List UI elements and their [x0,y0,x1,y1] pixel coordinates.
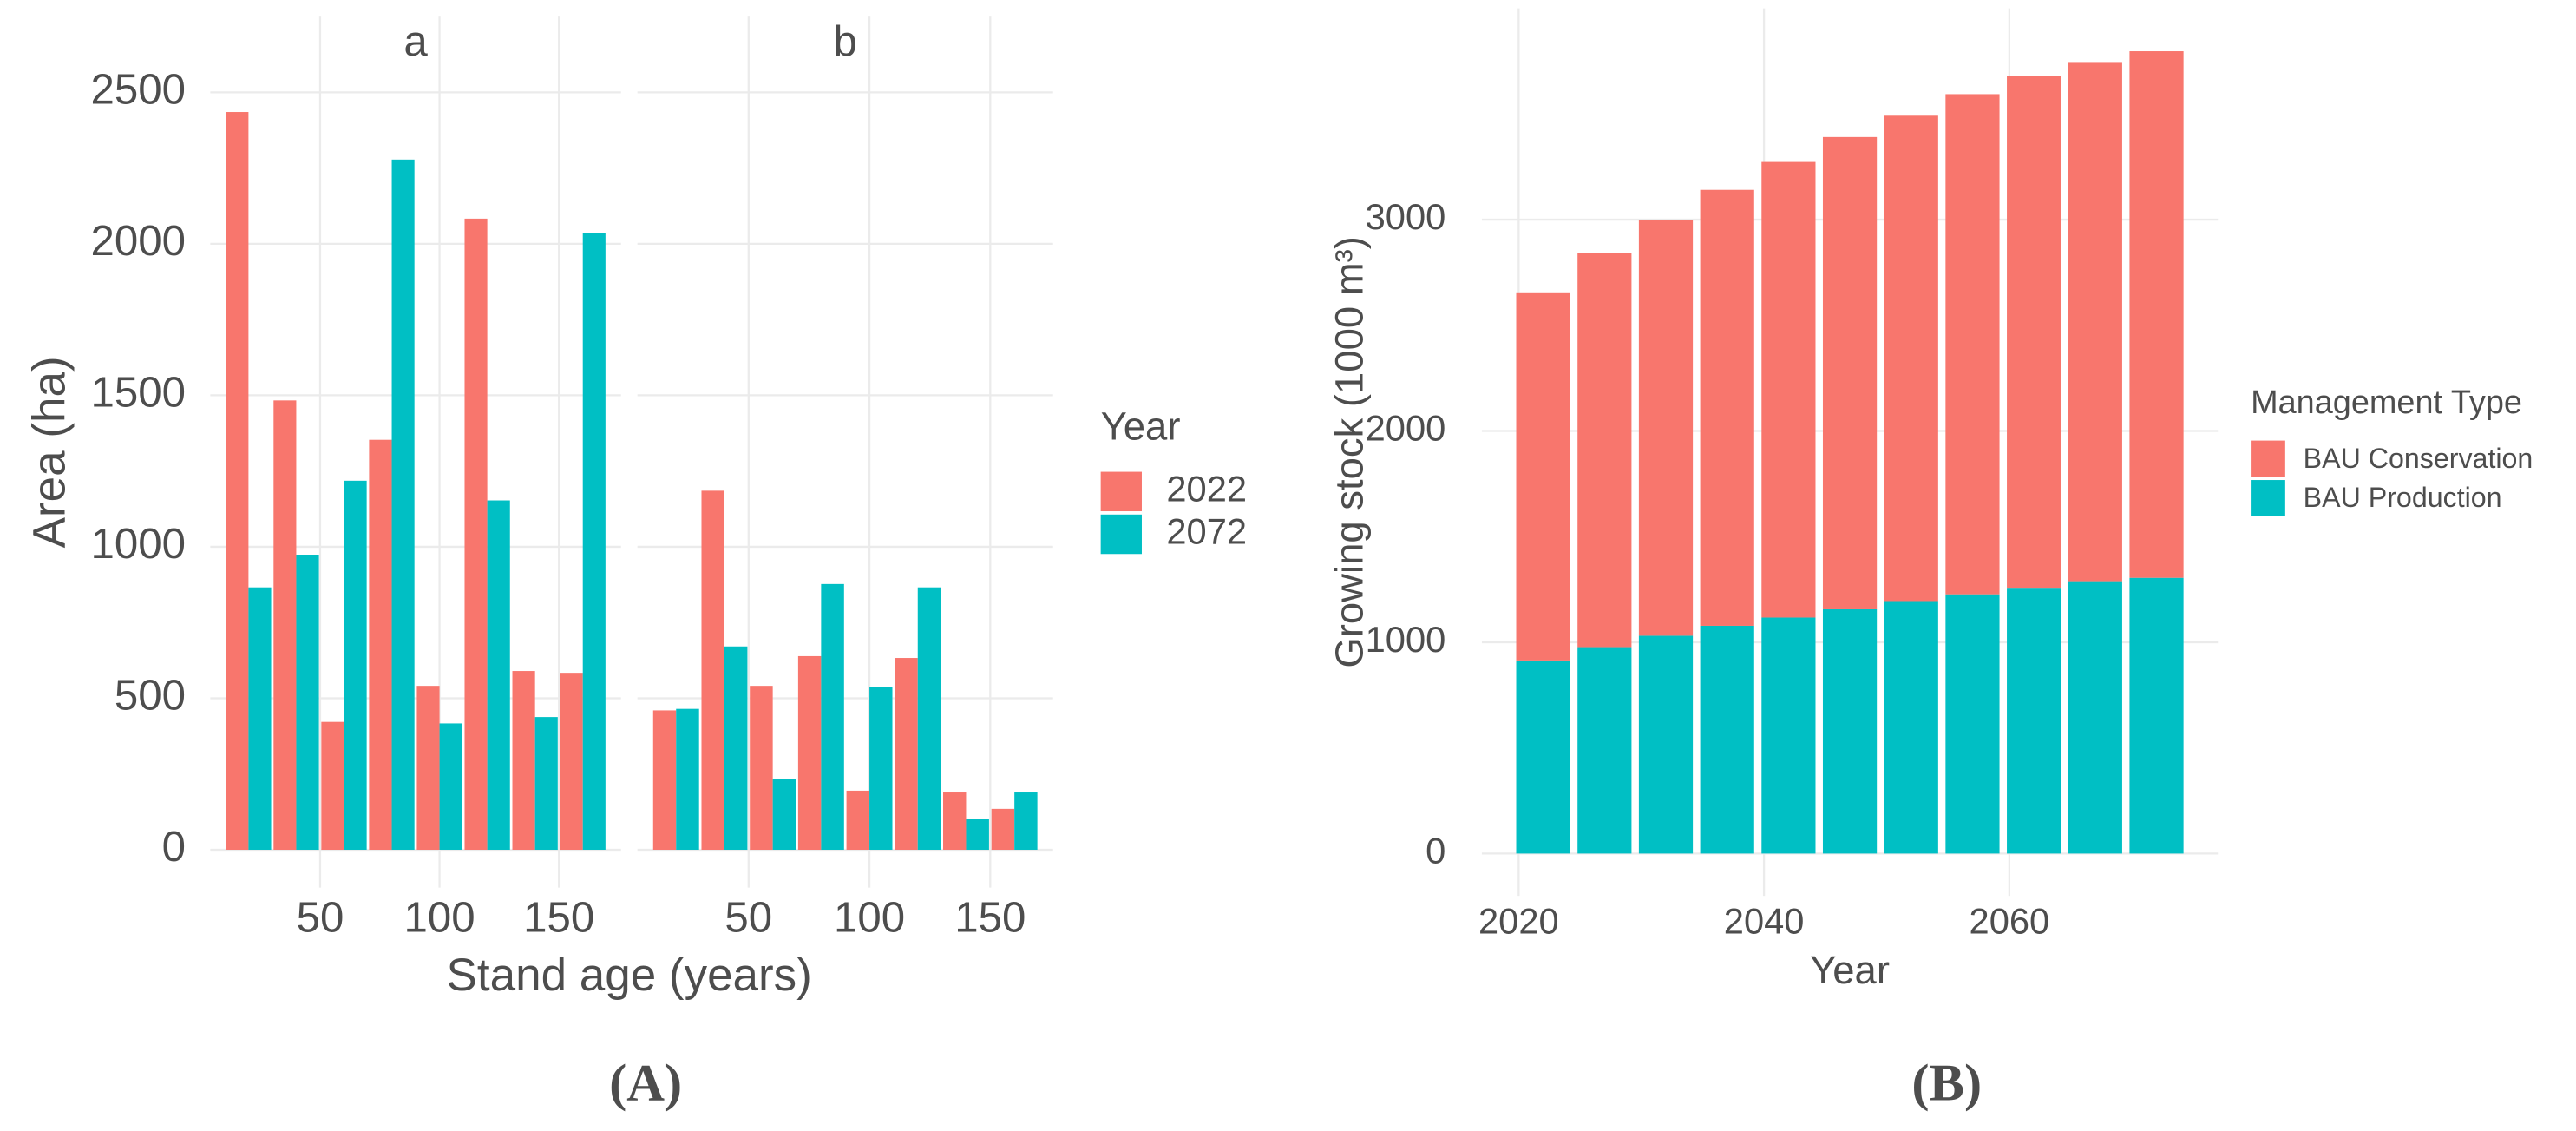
legend-label: 2022 [1166,468,1247,509]
legend-title: Management Type [2251,385,2522,421]
bar [582,233,606,850]
bar [724,646,748,850]
bar-segment [2007,588,2061,854]
caption: (B) [1911,1055,1982,1113]
bar-segment [1638,220,1694,636]
bar-segment [1761,161,1816,618]
facet-title: b [834,17,857,65]
y-tick-label: 500 [115,671,186,719]
bar [772,779,796,850]
bar [273,400,297,850]
bar [750,686,773,850]
bar-segment [1700,625,1754,854]
x-axis-title: Stand age (years) [447,950,812,1001]
bar-segment [1884,601,1938,854]
bar-segment [1577,253,1632,648]
legend-label: 2072 [1166,511,1247,552]
x-tick-label: 50 [297,893,344,941]
bar [1014,792,1038,850]
bar-segment [1822,136,1878,609]
bar-segment [1638,635,1694,854]
bar [534,717,558,850]
bar-segment [1822,608,1878,854]
bar [917,587,941,850]
bar [821,583,844,850]
bar [797,655,822,850]
bar [869,687,893,850]
x-tick-label: 50 [724,893,772,941]
caption: (A) [609,1055,682,1113]
y-tick-label: 1500 [90,368,186,416]
legend-key [1100,471,1142,512]
bar-segment [2068,581,2122,854]
bar [512,671,535,850]
bar [487,500,510,850]
legend-key [2251,440,2285,477]
y-tick-label: 1000 [1366,619,1446,660]
y-tick-label: 2000 [1366,408,1446,449]
y-tick-label: 0 [162,823,186,871]
bar [464,218,488,850]
bar-segment [1761,617,1816,854]
bar [846,790,870,850]
bar-segment [1945,94,2000,595]
legend-key [2251,480,2285,516]
bar-segment [1945,594,2000,854]
bar [560,673,583,850]
bar-segment [1577,647,1632,854]
y-tick-label: 1000 [90,520,186,568]
bar [676,708,699,850]
x-axis-title: Year [1810,948,1890,992]
y-tick-label: 2500 [90,65,186,113]
bar [369,439,392,850]
bar [226,112,249,850]
x-tick-label: 150 [954,893,1026,941]
x-tick-label: 100 [404,893,475,941]
legend-title: Year [1101,404,1181,448]
bar-segment [1516,292,1570,661]
bar [321,721,344,850]
bar [895,658,918,850]
facet-title: a [403,17,428,65]
bar-segment [2129,577,2184,854]
bar-segment [2068,62,2122,582]
bar [943,792,967,850]
y-tick-label: 2000 [90,217,186,265]
bar [439,723,462,850]
x-tick-label: 2020 [1478,900,1559,941]
legend-label: BAU Production [2304,482,2502,513]
bar [701,490,724,850]
bar [966,819,989,850]
y-tick-label: 0 [1426,830,1445,871]
bar [652,710,677,850]
legend-label: BAU Conservation [2304,443,2533,474]
bar-segment [1884,115,1938,602]
bar [416,686,440,850]
bar [248,587,272,850]
legend-key [1100,514,1142,555]
y-axis-title: Growing stock (1000 m³) [1327,236,1371,667]
bar-segment [2129,51,2184,578]
bar [296,555,319,850]
bar-segment [1700,189,1754,626]
bar-segment [2007,76,2061,589]
x-tick-label: 150 [523,893,594,941]
bar-segment [1516,660,1570,854]
y-axis-title: Area (ha) [24,356,75,548]
x-tick-label: 2060 [1970,900,2050,941]
bar [344,480,367,850]
bar [991,808,1015,850]
y-tick-label: 3000 [1366,196,1446,237]
bar [391,159,415,850]
x-tick-label: 100 [834,893,905,941]
x-tick-label: 2040 [1724,900,1805,941]
